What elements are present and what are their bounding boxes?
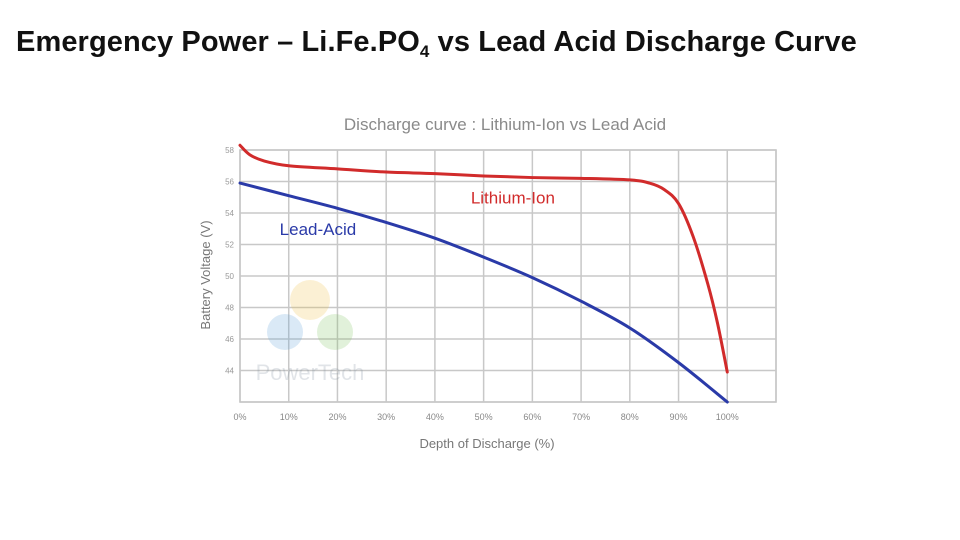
x-tick-label: 100% [716,412,739,422]
x-axis-label: Depth of Discharge (%) [419,436,554,451]
series-label-lithium-ion: Lithium-Ion [471,189,555,208]
y-tick-label: 54 [225,209,234,218]
data-point-lithium-ion [726,371,729,373]
data-point-lead-acid [629,327,631,329]
data-point-lead-acid [726,401,729,403]
y-axis-label: Battery Voltage (V) [198,220,213,329]
data-point-lithium-ion [239,144,241,147]
x-tick-label: 40% [426,412,444,422]
y-tick-label: 58 [225,146,234,155]
x-tick-label: 80% [621,412,639,422]
x-tick-label: 60% [523,412,541,422]
slide-title-subscript: 4 [419,42,430,61]
data-point-lithium-ion [434,172,436,175]
series-label-lead-acid: Lead-Acid [280,220,357,239]
data-point-lead-acid [580,300,582,302]
x-tick-label: 20% [328,412,346,422]
data-point-lead-acid [287,194,290,197]
data-point-lithium-ion [580,177,582,180]
data-point-lithium-ion [716,322,719,325]
data-point-lithium-ion [385,171,387,173]
data-point-lithium-ion [706,283,709,285]
data-point-lithium-ion [287,164,290,167]
data-point-lithium-ion [663,188,665,191]
x-tick-label: 30% [377,412,395,422]
x-tick-label: 70% [572,412,590,422]
discharge-chart: Discharge curve : Lithium-Ion vs Lead Ac… [190,100,790,460]
data-point-lithium-ion [248,153,251,156]
y-tick-label: 48 [225,304,234,313]
data-point-lithium-ion [482,175,485,177]
data-point-lead-acid [482,256,485,258]
slide-title-part2: vs Lead Acid Discharge Curve [429,26,857,58]
data-point-lithium-ion [336,168,339,170]
data-point-lithium-ion [629,179,631,181]
data-point-lead-acid [385,221,387,224]
data-point-lead-acid [336,207,339,210]
y-tick-label: 56 [225,178,234,187]
data-point-lithium-ion [531,176,534,179]
y-tick-label: 52 [225,241,234,250]
series-line-lithium-ion [238,143,729,374]
data-point-lithium-ion [692,235,694,238]
data-point-lithium-ion [677,202,680,205]
data-point-lead-acid [434,237,436,239]
chart-title: Discharge curve : Lithium-Ion vs Lead Ac… [344,115,666,134]
data-point-lithium-ion [648,182,651,184]
powertech-logo-icon: PowerTech [256,280,365,385]
axis-ticks: 0% 10% 20% 30% 40% 50% 60% 70% 80% 90% 100% 44 46 48 5… [225,146,739,422]
slide-title-part1: Emergency Power – Li.Fe.PO [16,26,420,58]
data-point-lead-acid [677,361,680,364]
y-tick-label: 46 [225,335,234,344]
chart-svg: Discharge curve : Lithium-Ion vs Lead Ac… [198,115,777,451]
x-tick-label: 0% [233,412,246,422]
y-tick-label: 44 [225,367,234,376]
data-point-lead-acid [531,276,534,279]
watermark-name: PowerTech [256,360,365,385]
x-tick-label: 10% [280,412,298,422]
slide-title: Emergency Power – Li.Fe.PO4 vs Lead Acid… [16,26,857,62]
data-point-lithium-ion [263,160,266,162]
y-tick-label: 50 [225,272,234,281]
series-layer: Lithium-Ion Lead-Acid [238,143,729,404]
x-tick-label: 50% [475,412,493,422]
x-tick-label: 90% [670,412,688,422]
data-point-lead-acid [239,182,241,184]
chart-grid [239,149,777,403]
